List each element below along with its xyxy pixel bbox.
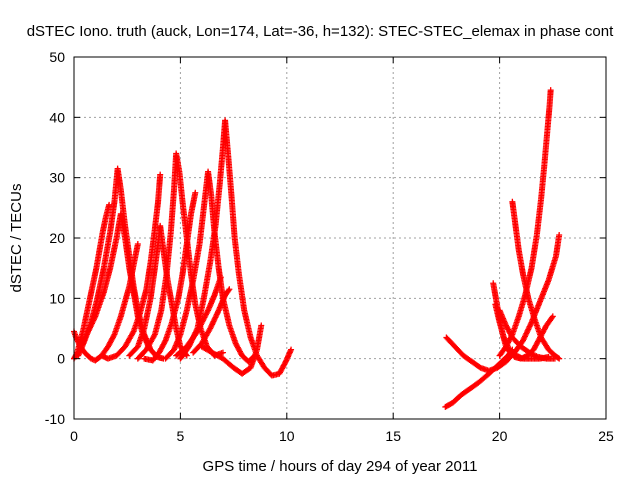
chart-title: dSTEC Iono. truth (auck, Lon=174, Lat=-3… bbox=[27, 23, 614, 40]
y-tick-label: 40 bbox=[49, 109, 65, 125]
data-series bbox=[496, 87, 554, 359]
x-tick-label: 20 bbox=[492, 428, 508, 444]
x-tick-label: 10 bbox=[279, 428, 295, 444]
x-tick-label: 25 bbox=[598, 428, 614, 444]
y-tick-label: -10 bbox=[45, 411, 65, 427]
y-tick-label: 50 bbox=[49, 49, 65, 65]
y-tick-label: 10 bbox=[49, 290, 65, 306]
data-point-marker bbox=[548, 314, 555, 321]
data-point-marker bbox=[192, 189, 199, 196]
data-point-marker bbox=[219, 349, 226, 356]
data-series bbox=[198, 322, 265, 377]
data-series bbox=[98, 171, 164, 362]
data-point-marker bbox=[226, 286, 233, 293]
data-point-marker bbox=[134, 241, 141, 248]
y-tick-label: 20 bbox=[49, 230, 65, 246]
x-tick-label: 15 bbox=[385, 428, 401, 444]
x-tick-label: 5 bbox=[177, 428, 185, 444]
data-point-marker bbox=[161, 338, 168, 345]
data-series bbox=[134, 150, 226, 362]
y-tick-label: 0 bbox=[57, 351, 65, 367]
y-tick-label: 30 bbox=[49, 170, 65, 186]
data-point-marker bbox=[547, 87, 554, 94]
series-layer bbox=[71, 87, 563, 410]
data-point-marker bbox=[288, 346, 295, 353]
data-point-marker bbox=[217, 274, 224, 281]
data-series bbox=[492, 301, 556, 362]
data-series bbox=[141, 189, 199, 364]
data-point-marker bbox=[110, 332, 117, 339]
ticks: 0 5 10 15 20 25 -10 0 10 20 30 40 50 bbox=[45, 49, 614, 444]
data-series bbox=[177, 117, 295, 379]
grid bbox=[74, 57, 606, 419]
data-point-marker bbox=[225, 287, 232, 294]
data-series bbox=[442, 346, 516, 410]
data-point-marker bbox=[258, 322, 265, 329]
data-series bbox=[509, 198, 563, 362]
data-series bbox=[190, 286, 233, 356]
y-axis-title: dSTEC / TECUs bbox=[8, 184, 25, 293]
x-axis-title: GPS time / hours of day 294 of year 2011 bbox=[203, 458, 478, 475]
data-point-marker bbox=[157, 171, 164, 178]
data-point-marker bbox=[551, 355, 558, 362]
data-point-marker bbox=[556, 231, 563, 238]
data-point-marker bbox=[549, 313, 556, 320]
data-series bbox=[496, 307, 558, 362]
data-point-marker bbox=[555, 354, 562, 361]
x-tick-label: 0 bbox=[70, 428, 78, 444]
data-point-marker bbox=[282, 360, 289, 367]
data-series bbox=[71, 201, 113, 362]
